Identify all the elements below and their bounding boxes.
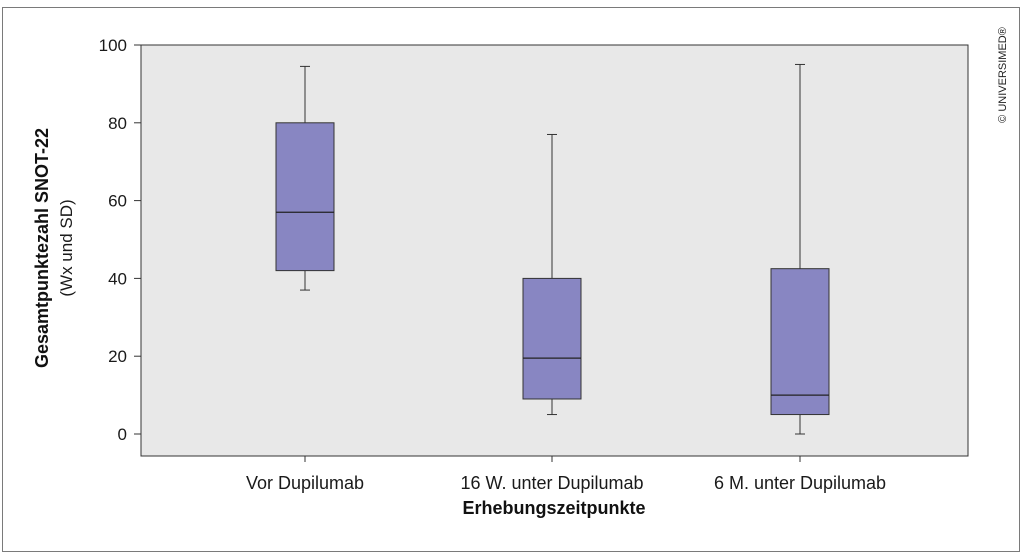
y-tick-label: 20 <box>108 347 127 366</box>
x-axis-title: Erhebungszeitpunkte <box>462 498 645 518</box>
y-axis-title: Gesamtpunktezahl SNOT-22 <box>32 128 52 368</box>
y-tick-label: 100 <box>99 36 127 55</box>
y-axis-title-group: Gesamtpunktezahl SNOT-22 <box>32 128 52 368</box>
copyright-notice: © UNIVERSIMED® <box>997 27 1009 123</box>
iqr-box <box>770 268 830 416</box>
y-axis: 0 20 40 60 80 100 <box>99 36 141 444</box>
box-group <box>522 133 582 416</box>
x-tick-label: 16 W. unter Dupilumab <box>460 473 643 493</box>
y-tick-label: 0 <box>118 425 127 444</box>
iqr-box <box>522 277 582 400</box>
box-group <box>275 65 335 291</box>
box-group <box>770 63 830 435</box>
y-tick-label: 40 <box>108 269 127 288</box>
iqr-box <box>275 122 335 272</box>
copyright-group: © UNIVERSIMED® <box>997 27 1009 123</box>
box-series <box>275 63 830 435</box>
y-tick-label: 60 <box>108 192 127 211</box>
y-axis-subtitle: (Wx und SD) <box>57 199 76 296</box>
x-tick-label: Vor Dupilumab <box>246 473 364 493</box>
x-tick-label: 6 M. unter Dupilumab <box>714 473 886 493</box>
y-axis-subtitle-group: (Wx und SD) <box>57 199 76 296</box>
x-axis-tick-labels: Vor Dupilumab 16 W. unter Dupilumab 6 M. u… <box>246 456 886 493</box>
y-tick-label: 80 <box>108 114 127 133</box>
